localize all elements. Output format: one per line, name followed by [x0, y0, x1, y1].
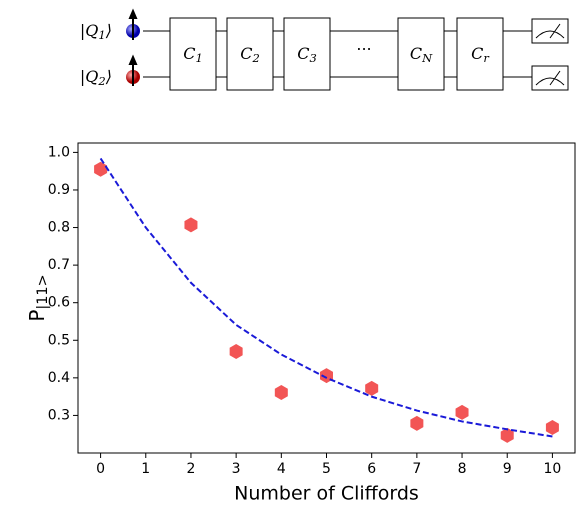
y-tick-label: 0.4 — [48, 370, 70, 386]
data-point — [500, 427, 514, 443]
gate-label-sub: 3 — [309, 51, 316, 65]
x-tick-label: 5 — [322, 461, 331, 477]
data-point — [184, 217, 198, 233]
y-tick-label: 0.9 — [48, 182, 70, 198]
y-tick-label: 1.0 — [48, 144, 70, 160]
x-tick-label: 0 — [96, 461, 105, 477]
x-tick-label: 9 — [503, 461, 512, 477]
gate-label-base: C — [410, 44, 422, 63]
qubit-label-sub: 2 — [97, 74, 105, 88]
y-axis-label: P|11> — [25, 274, 52, 321]
gate-label-sub: 2 — [251, 51, 259, 65]
y-axis-label-sub: |11> — [35, 274, 51, 309]
gate-box — [397, 17, 445, 91]
gate-label-sub: N — [421, 51, 433, 65]
plot-frame — [77, 142, 576, 454]
gate-label-sub: 1 — [195, 51, 202, 65]
qubit-label-base: |Q — [80, 21, 99, 40]
x-tick-label: 6 — [367, 461, 376, 477]
gate-label-sub: r — [483, 51, 490, 65]
spin-arrow — [128, 8, 138, 86]
gate-box — [226, 17, 274, 91]
data-point — [94, 161, 108, 177]
data-point — [365, 380, 379, 396]
qubit-label: |Q1⟩ — [80, 21, 112, 43]
meter-icon — [535, 70, 565, 86]
data-point — [410, 415, 424, 431]
gate-label: CN — [410, 44, 433, 66]
data-point — [274, 385, 288, 401]
x-tick-label: 10 — [543, 461, 561, 477]
gate-label-base: C — [297, 44, 309, 63]
gate-box — [169, 17, 217, 91]
qubit-label-base: |Q — [80, 67, 99, 86]
x-tick-label: 1 — [141, 461, 150, 477]
gate-ellipsis: ··· — [356, 40, 371, 59]
qubit-label-end: ⟩ — [105, 21, 112, 40]
gate-label: Cr — [471, 44, 490, 66]
y-tick-label: 0.6 — [48, 295, 70, 311]
gate-label-base: C — [240, 44, 252, 63]
x-tick-label: 4 — [277, 461, 286, 477]
y-tick-label: 0.3 — [48, 407, 70, 423]
gate-box — [456, 17, 504, 91]
x-tick-label: 2 — [186, 461, 195, 477]
gate-label: C3 — [297, 44, 317, 66]
fit-line — [99, 157, 553, 438]
data-point — [229, 344, 243, 360]
x-tick-label: 3 — [232, 461, 241, 477]
meter-icon — [535, 23, 565, 39]
x-tick-label: 7 — [412, 461, 421, 477]
qubit-label: |Q2⟩ — [80, 67, 112, 89]
gate-label-base: C — [471, 44, 483, 63]
y-tick-label: 0.5 — [48, 332, 70, 348]
y-tick-label: 0.8 — [48, 220, 70, 236]
gate-label-base: C — [183, 44, 195, 63]
data-point — [455, 404, 469, 420]
qubit-label-end: ⟩ — [105, 67, 112, 86]
gate-label: C1 — [183, 44, 203, 66]
data-point — [545, 419, 559, 435]
y-tick-label: 0.7 — [48, 257, 70, 273]
qubit-label-sub: 1 — [98, 28, 105, 42]
gate-box — [283, 17, 331, 91]
gate-label: C2 — [240, 44, 260, 66]
x-tick-label: 8 — [458, 461, 467, 477]
x-axis-label: Number of Cliffords — [234, 483, 419, 505]
y-axis-label-base: P — [25, 310, 49, 322]
